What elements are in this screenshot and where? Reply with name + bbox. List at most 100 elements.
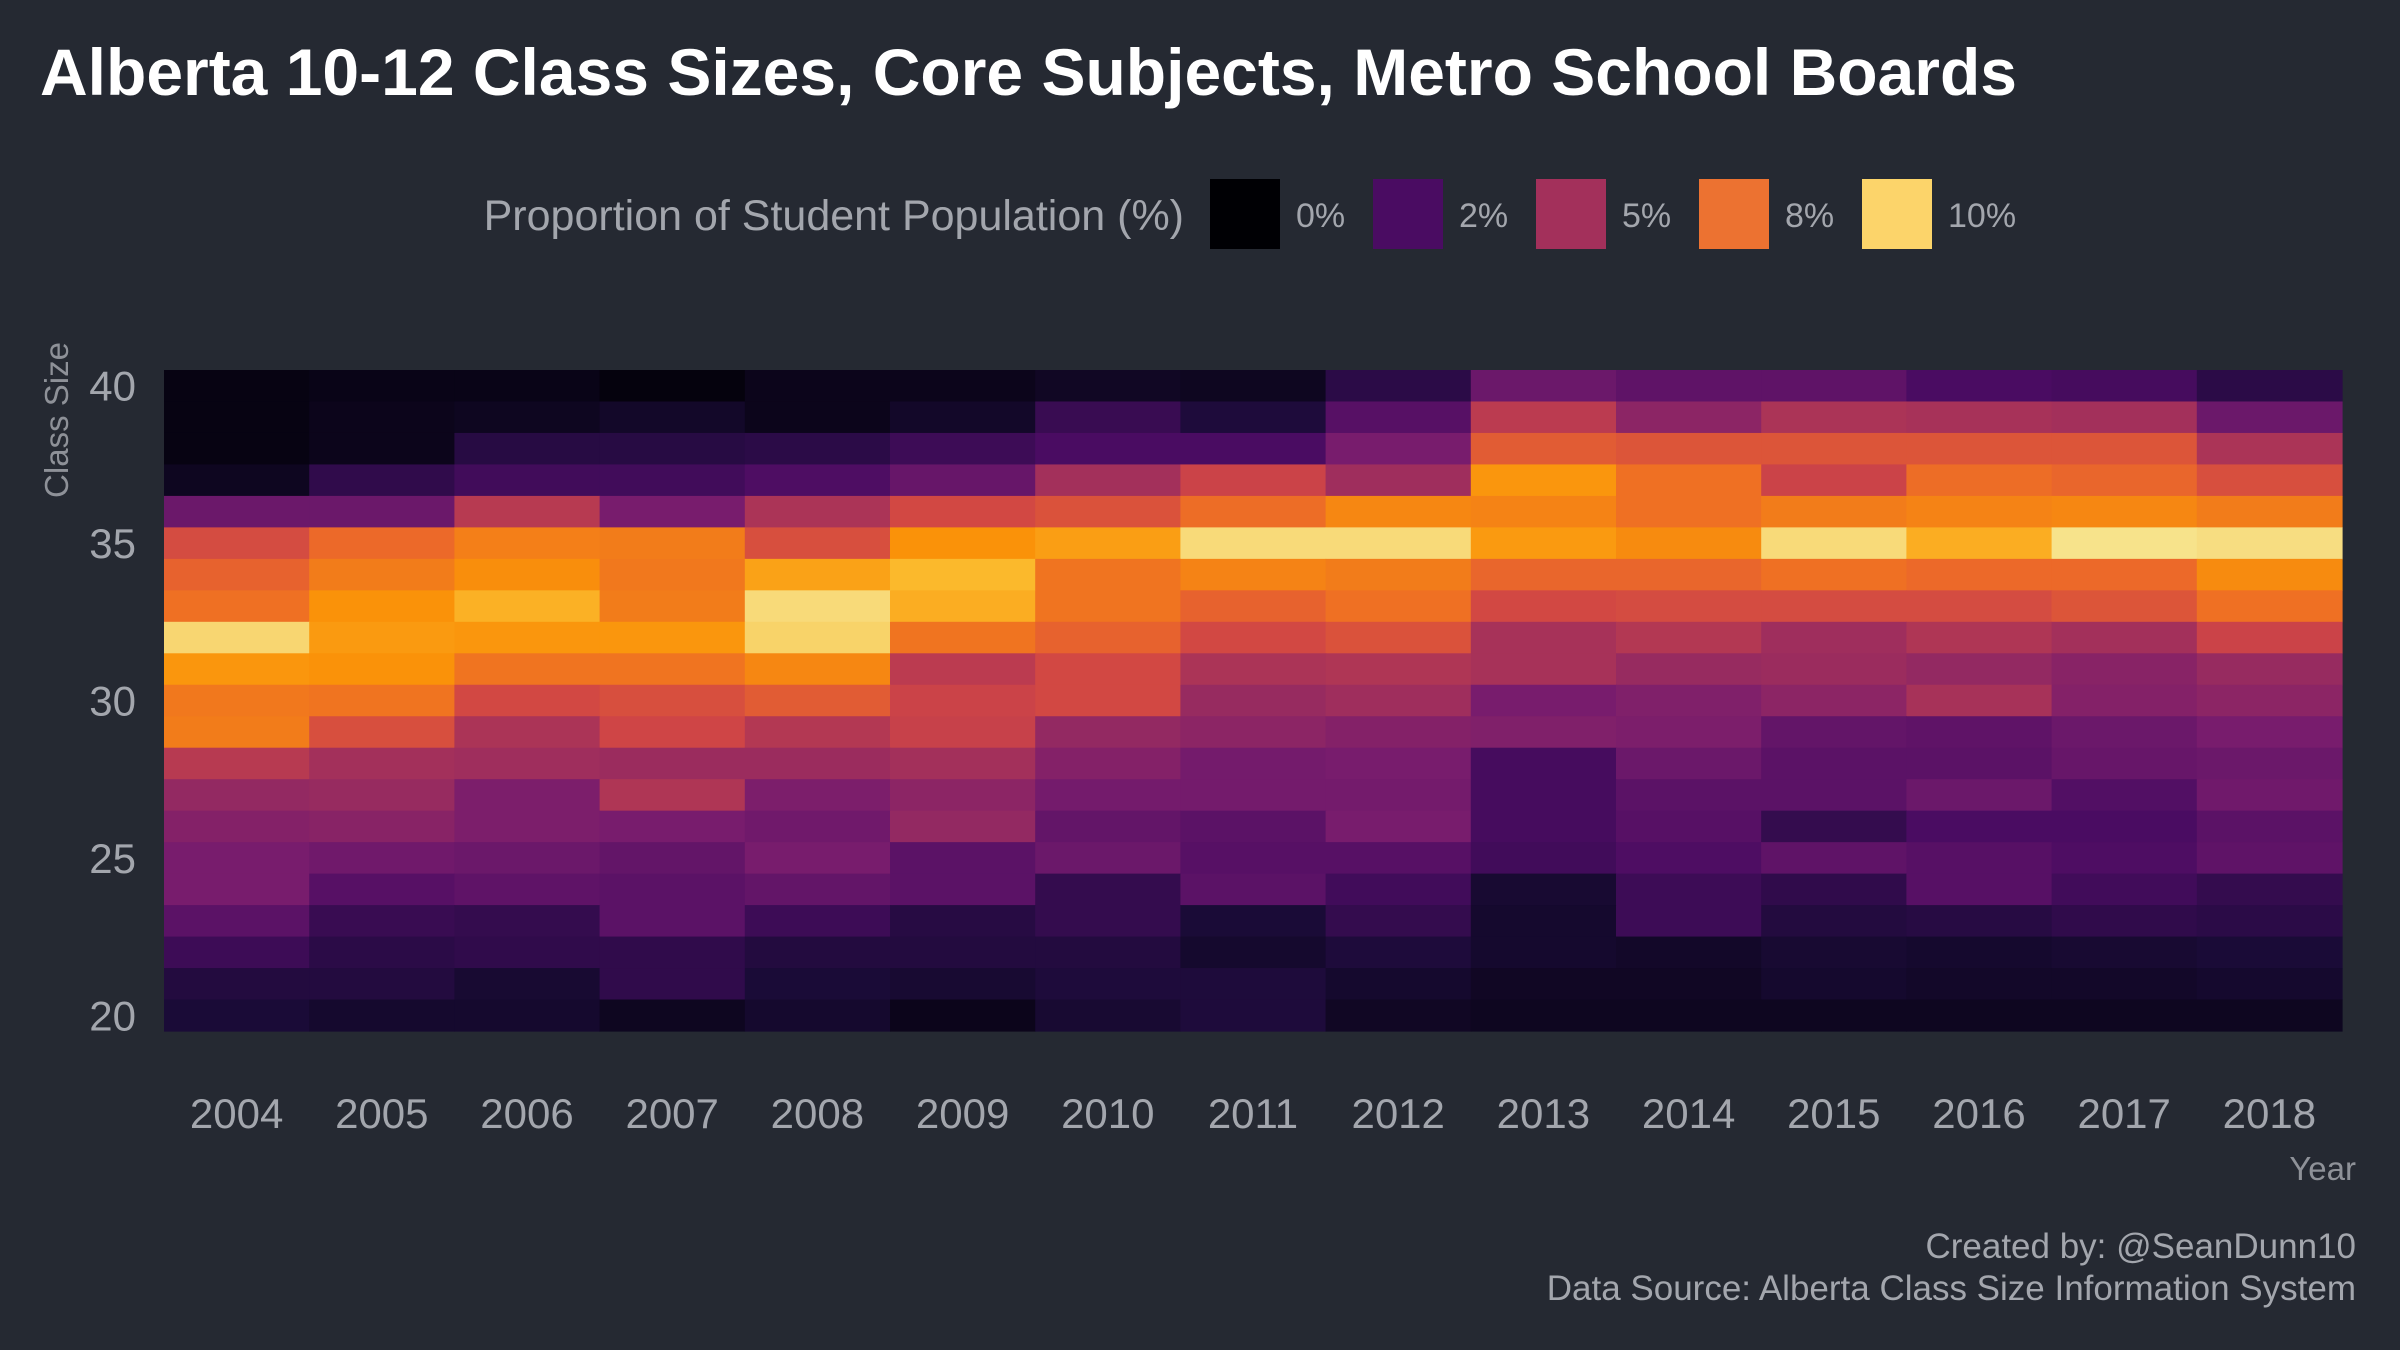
legend-swatch [1862,179,1932,249]
heatmap-cell [2196,999,2343,1032]
heatmap-cell [1616,684,1762,717]
heatmap-cell [454,684,601,717]
heatmap-cell [1470,842,1617,875]
heatmap-cell [1035,716,1181,749]
x-tick-label: 2016 [1932,1090,2025,1137]
heatmap-cell [1180,558,1327,591]
heatmap-cell [744,684,891,717]
heatmap-cell [2051,432,2198,466]
heatmap-cell [309,370,455,403]
heatmap-cell [2196,653,2343,686]
heatmap-cell [2051,621,2198,654]
heatmap-cell [1325,495,1472,528]
heatmap-cell [890,747,1036,780]
heatmap-cell [1180,999,1327,1032]
heatmap-cell [1180,873,1327,906]
heatmap-cell [1906,779,2053,812]
heatmap-cell [164,527,310,560]
heatmap-cell [1180,401,1327,434]
y-axis-title: Class Size [38,342,75,498]
heatmap-cell [890,968,1036,1001]
heatmap-cell [744,464,891,497]
heatmap-cell [599,684,746,717]
heatmap-cell [1035,842,1181,875]
legend-label: 5% [1622,197,1671,235]
heatmap-cell [1035,873,1181,906]
x-tick-label: 2011 [1208,1090,1298,1137]
heatmap-cell [1470,464,1617,497]
heatmap-cell [744,370,891,403]
heatmap-cell [1906,370,2053,403]
heatmap-cell [1906,464,2053,497]
heatmap-cell [1761,370,1907,403]
heatmap-cell [1616,716,1762,749]
heatmap-cell [164,810,310,843]
heatmap-cell [1616,779,1762,812]
heatmap-cell [1470,810,1617,843]
heatmap-cell [1761,842,1907,875]
heatmap-cell [1616,590,1762,623]
heatmap-cell [2196,905,2343,938]
heatmap-cell [1906,936,2053,969]
heatmap-cell [890,936,1036,969]
heatmap-cell [1180,810,1327,843]
heatmap-cell [1906,590,2053,623]
heatmap-cell [599,590,746,623]
heatmap-cell [1180,432,1327,466]
heatmap-cell [309,432,455,466]
heatmap-cell [744,653,891,686]
heatmap-cell [1180,621,1327,654]
heatmap-cell [454,873,601,906]
heatmap-cell [454,464,601,497]
heatmap-cell [2051,779,2198,812]
heatmap-cell [1906,716,2053,749]
heatmap-cell [1761,590,1907,623]
y-tick-label: 30 [89,678,136,725]
heatmap-cells [164,370,2343,1032]
y-tick-label: 40 [89,363,136,410]
heatmap-cell [890,621,1036,654]
heatmap-cell [1470,370,1617,403]
heatmap-cell [744,810,891,843]
heatmap-cell [164,905,310,938]
heatmap-cell [2051,747,2198,780]
heatmap-cell [2051,936,2198,969]
x-tick-label: 2008 [771,1090,864,1137]
heatmap-cell [1761,968,1907,1001]
heatmap-cell [1035,747,1181,780]
heatmap-cell [1761,527,1907,560]
heatmap-cell [2196,684,2343,717]
heatmap-cell [1180,716,1327,749]
heatmap-cell [454,747,601,780]
heatmap-cell [599,716,746,749]
heatmap-cell [2196,558,2343,591]
heatmap-cell [1470,432,1617,466]
heatmap-cell [309,621,455,654]
heatmap-cell [454,810,601,843]
heatmap-cell [744,495,891,528]
heatmap-cell [309,779,455,812]
heatmap-cell [1761,747,1907,780]
heatmap-cell [2196,464,2343,497]
heatmap-cell [454,621,601,654]
heatmap-cell [164,684,310,717]
heatmap-cell [1616,401,1762,434]
heatmap-cell [454,999,601,1032]
heatmap-cell [2196,495,2343,528]
heatmap-cell [1470,905,1617,938]
heatmap-cell [1180,370,1327,403]
heatmap-cell [1470,495,1617,528]
y-tick-label: 20 [89,992,136,1039]
heatmap-cell [1616,653,1762,686]
heatmap-cell [1616,621,1762,654]
heatmap-cell [164,968,310,1001]
heatmap-cell [454,370,601,403]
heatmap-cell [309,842,455,875]
heatmap-cell [454,495,601,528]
heatmap-cell [890,527,1036,560]
heatmap-cell [890,370,1036,403]
heatmap-cell [1616,810,1762,843]
heatmap-cell [309,527,455,560]
heatmap-cell [890,716,1036,749]
heatmap-cell [164,747,310,780]
